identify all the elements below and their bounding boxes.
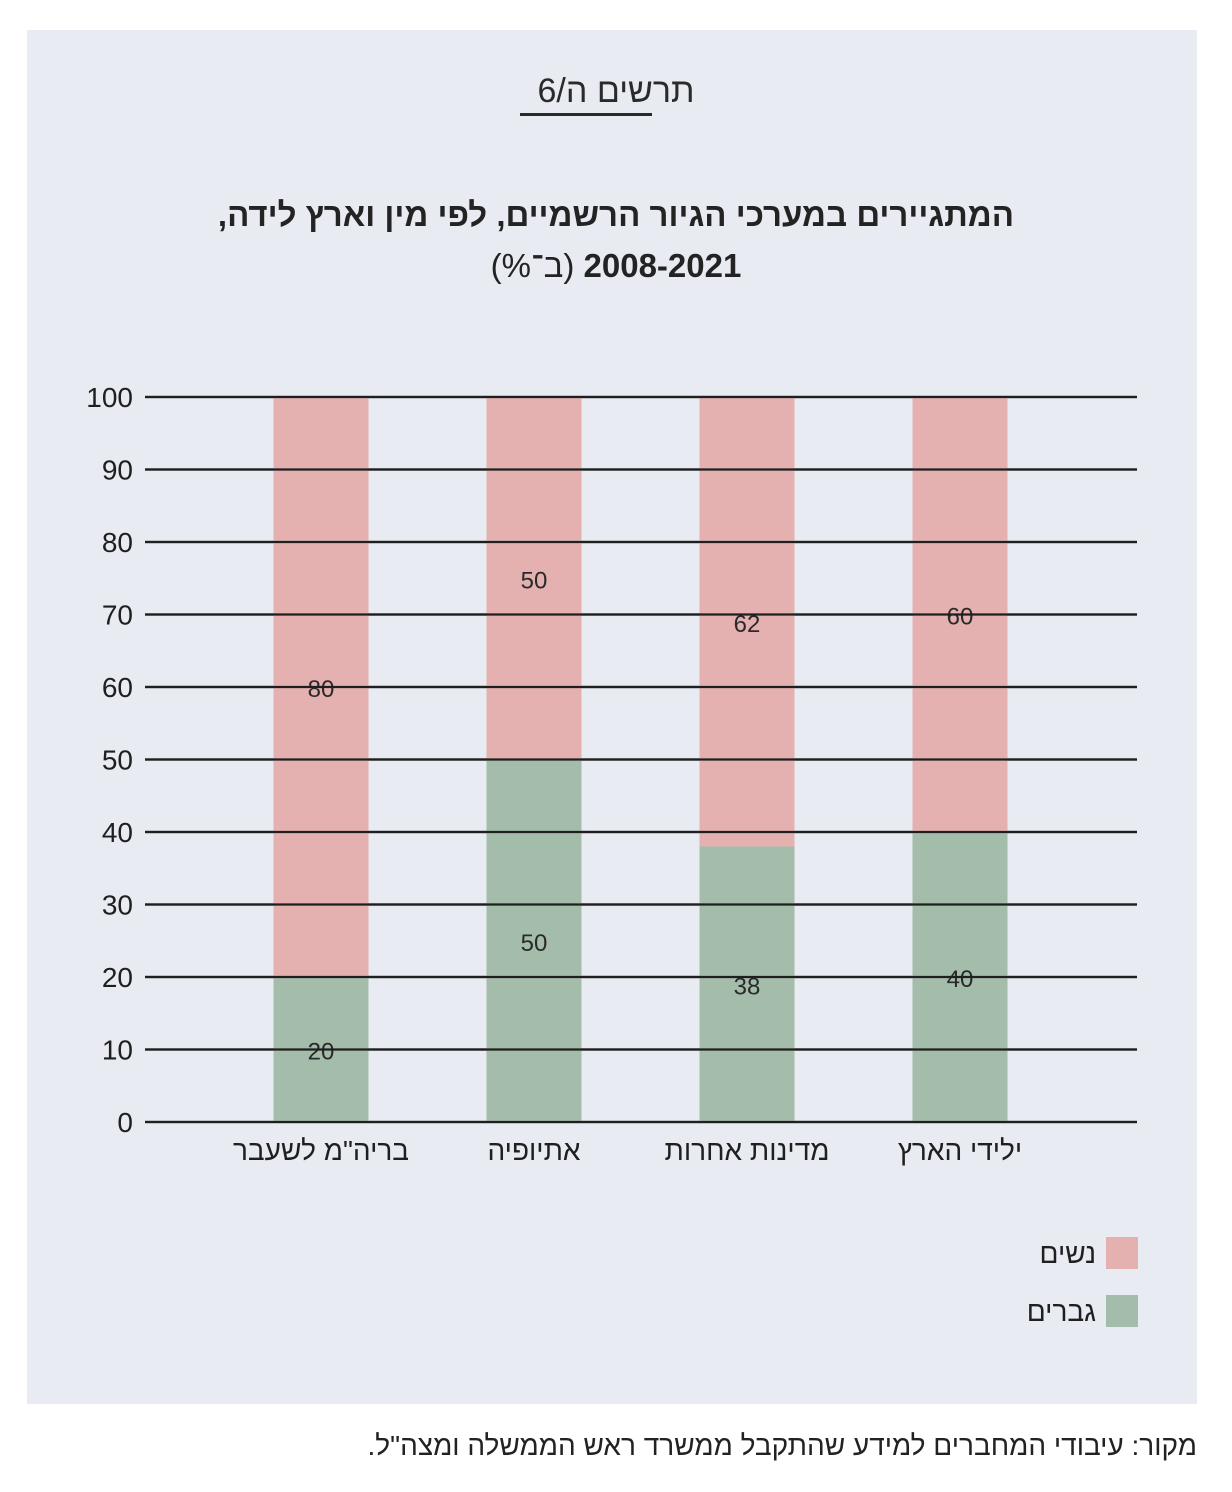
y-tick-label: 90 bbox=[102, 455, 133, 486]
bar-value-label: 20 bbox=[308, 1039, 335, 1066]
bar-segment-men bbox=[486, 759, 582, 1122]
y-tick-label: 50 bbox=[102, 745, 133, 776]
chart-title-years: 2008-2021 (ב־%) bbox=[0, 247, 1232, 285]
bar-value-label: 60 bbox=[947, 604, 974, 631]
y-tick-label: 100 bbox=[86, 382, 133, 413]
stacked-bar-chart: 01020304050607080901002080505038624060בר… bbox=[86, 382, 1138, 1327]
y-tick-label: 30 bbox=[102, 890, 133, 921]
bar-segment-women bbox=[699, 397, 795, 847]
y-tick-label: 0 bbox=[117, 1107, 133, 1138]
legend-label: נשים bbox=[1040, 1238, 1096, 1269]
legend-label: גברים bbox=[1027, 1296, 1096, 1327]
x-category-label: אתיופיה bbox=[487, 1135, 580, 1166]
x-category-label: מדינות אחרות bbox=[665, 1135, 830, 1166]
x-category-label: בריה"מ לשעבר bbox=[233, 1135, 409, 1166]
bar-segment-women bbox=[486, 397, 582, 760]
chart-title-unit: (ב־%) bbox=[490, 247, 575, 284]
y-tick-label: 70 bbox=[102, 600, 133, 631]
bar-value-label: 50 bbox=[521, 567, 548, 594]
bar-value-label: 40 bbox=[947, 966, 974, 993]
y-tick-label: 40 bbox=[102, 817, 133, 848]
bar-segment-men bbox=[699, 846, 795, 1122]
y-tick-label: 20 bbox=[102, 962, 133, 993]
y-tick-label: 10 bbox=[102, 1035, 133, 1066]
x-category-label: ילידי הארץ bbox=[898, 1135, 1022, 1166]
y-tick-label: 80 bbox=[102, 527, 133, 558]
bar-value-label: 50 bbox=[521, 930, 548, 957]
label-underline bbox=[520, 113, 652, 116]
chart-title-years-value: 2008-2021 bbox=[583, 247, 742, 284]
source-note: מקור: עיבודי המחברים למידע שהתקבל ממשרד … bbox=[367, 1430, 1197, 1461]
bar-value-label: 80 bbox=[308, 676, 335, 703]
chart-title: המתגיירים במערכי הגיור הרשמיים, לפי מין … bbox=[217, 196, 1015, 233]
y-tick-label: 60 bbox=[102, 672, 133, 703]
legend-swatch bbox=[1106, 1295, 1138, 1327]
legend-swatch bbox=[1106, 1237, 1138, 1269]
figure-label: תרשים ה/6 bbox=[537, 72, 695, 110]
